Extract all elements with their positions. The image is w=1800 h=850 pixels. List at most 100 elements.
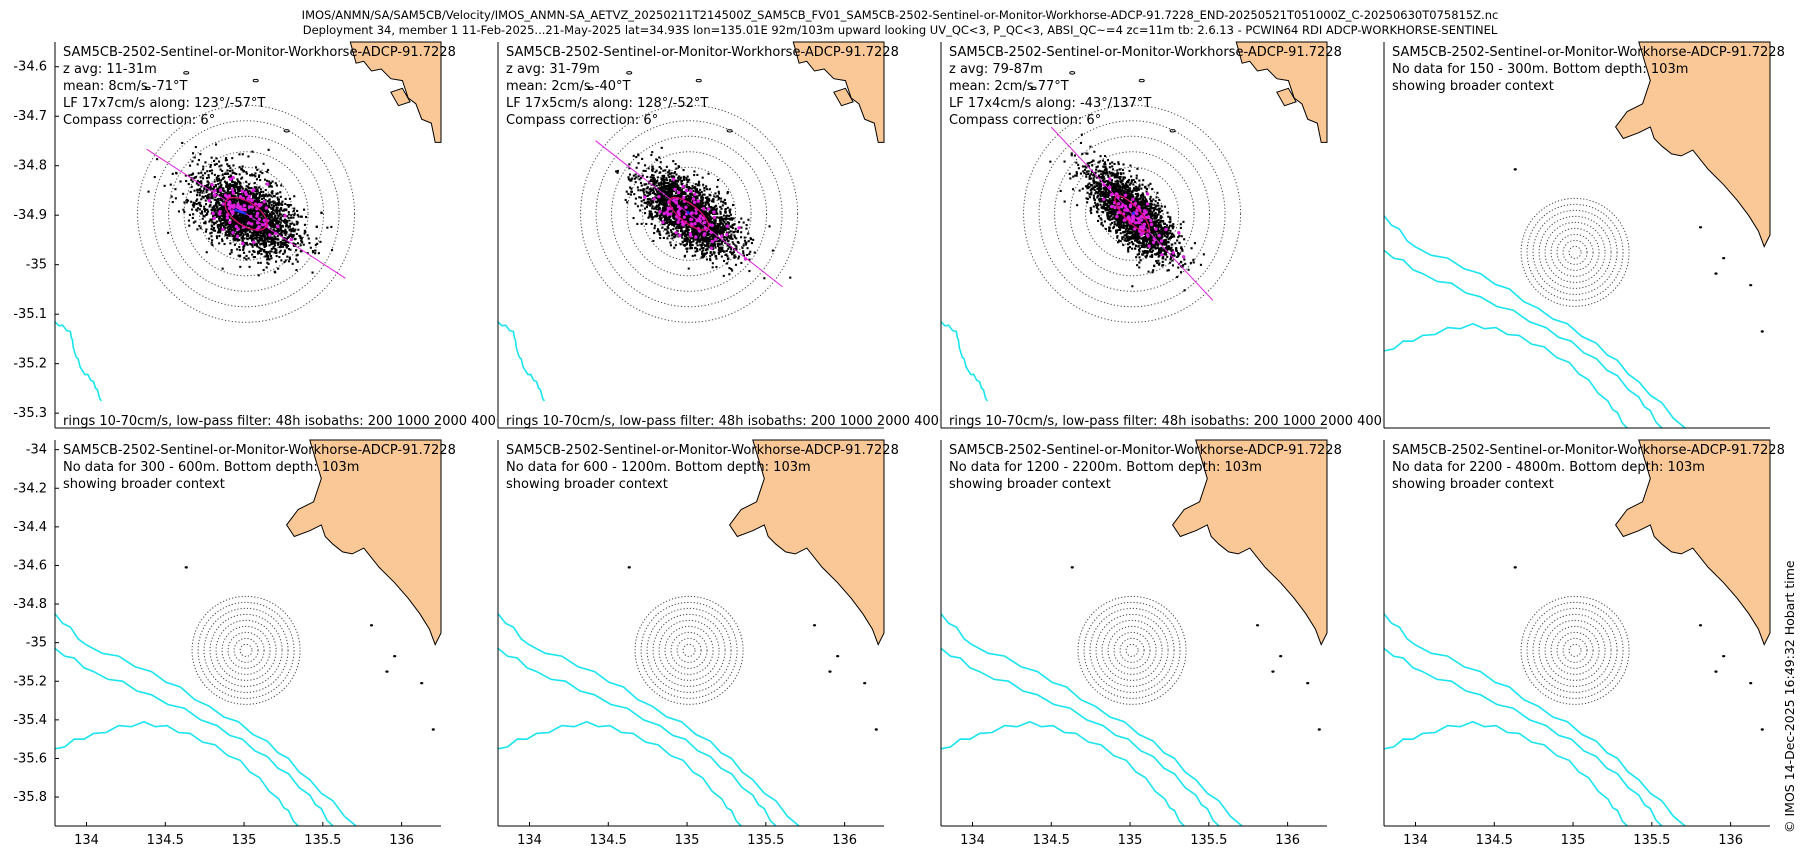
scatter-point	[649, 176, 652, 179]
scatter-point	[245, 172, 248, 175]
scatter-point	[684, 217, 687, 220]
scatter-point	[717, 249, 720, 252]
scatter-point	[196, 207, 199, 210]
scatter-point	[259, 221, 262, 224]
scatter-point	[254, 221, 257, 224]
scatter-point	[294, 228, 297, 231]
scatter-point	[230, 184, 233, 187]
scatter-point	[649, 204, 652, 207]
scatter-point	[276, 231, 279, 234]
scatter-point	[279, 195, 282, 198]
scatter-point	[190, 173, 193, 176]
scatter-point	[637, 162, 640, 165]
scatter-point	[174, 197, 177, 200]
scatter-point	[223, 211, 226, 214]
scatter-point	[199, 227, 202, 230]
scatter-point	[277, 222, 280, 225]
scatter-point	[725, 231, 728, 234]
scatter-point	[260, 239, 263, 242]
scatter-point	[292, 216, 295, 219]
panel-footer-text: rings 10-70cm/s, low-pass filter: 48h is…	[63, 414, 504, 429]
scatter-point	[245, 254, 248, 257]
lowpass-point	[231, 231, 235, 235]
scatter-point	[648, 188, 651, 191]
scatter-point	[217, 202, 220, 205]
scatter-point	[671, 234, 674, 237]
scatter-point	[226, 183, 229, 186]
scatter-point	[311, 250, 314, 253]
scatter-point	[201, 191, 204, 194]
scatter-point	[258, 192, 261, 195]
scatter-point	[674, 235, 677, 238]
scatter-point	[282, 252, 285, 255]
scatter-point	[629, 193, 632, 196]
scatter-point	[242, 222, 245, 225]
scatter-point	[715, 204, 718, 207]
scatter-point	[271, 237, 274, 240]
scatter-point	[689, 197, 692, 200]
scatter-point	[234, 221, 237, 224]
scatter-point	[236, 231, 239, 234]
scatter-point	[670, 192, 673, 195]
lowpass-point	[671, 177, 676, 181]
scatter-point	[700, 227, 703, 230]
scatter-point	[303, 208, 306, 211]
scatter-point	[260, 216, 263, 219]
scatter-point	[214, 229, 217, 232]
scatter-point	[675, 208, 678, 211]
scatter-point	[267, 211, 270, 214]
scatter-point	[694, 183, 697, 186]
scatter-point	[656, 212, 659, 215]
scatter-point	[205, 184, 208, 187]
scatter-point	[221, 267, 224, 270]
scatter-point	[222, 187, 225, 190]
scatter-point	[644, 169, 647, 172]
scatter-point	[636, 205, 639, 208]
scatter-point	[671, 215, 674, 218]
scatter-point	[686, 220, 689, 223]
scatter-point	[254, 231, 257, 234]
scatter-point	[245, 221, 248, 224]
scatter-point	[652, 177, 655, 180]
scatter-point	[634, 181, 637, 184]
scatter-point	[270, 257, 273, 260]
scatter-point	[266, 228, 269, 231]
scatter-point	[270, 254, 273, 257]
scatter-point	[655, 205, 658, 208]
scatter-point	[208, 237, 211, 240]
scatter-point	[210, 209, 213, 212]
scatter-point	[742, 250, 745, 253]
scatter-point	[660, 146, 663, 149]
scatter-point	[258, 223, 261, 226]
scatter-point	[246, 243, 249, 246]
scatter-point	[214, 214, 217, 217]
scatter-point	[651, 205, 654, 208]
scatter-point	[672, 160, 675, 163]
scatter-point	[636, 222, 639, 225]
scatter-point	[723, 221, 726, 224]
scatter-point	[679, 215, 682, 218]
scatter-point	[198, 194, 201, 197]
scatter-point	[714, 192, 717, 195]
scatter-point	[652, 239, 655, 242]
scatter-point	[230, 232, 233, 235]
scatter-point	[243, 251, 246, 254]
scatter-point	[651, 151, 654, 154]
scatter-point	[209, 232, 212, 235]
scatter-point	[699, 244, 702, 247]
scatter-point	[698, 212, 701, 215]
lowpass-point	[256, 221, 260, 225]
scatter-point	[691, 187, 694, 190]
scatter-point	[275, 217, 278, 220]
scatter-point	[715, 210, 718, 213]
scatter-point	[655, 181, 658, 184]
scatter-point	[231, 228, 234, 231]
scatter-point	[679, 178, 682, 181]
scatter-point	[743, 254, 746, 257]
scatter-point	[199, 176, 202, 179]
scatter-point	[696, 233, 699, 236]
lowpass-point	[228, 177, 233, 181]
scatter-point	[229, 212, 232, 215]
scatter-point	[255, 196, 258, 199]
variance-ellipse	[224, 196, 268, 231]
